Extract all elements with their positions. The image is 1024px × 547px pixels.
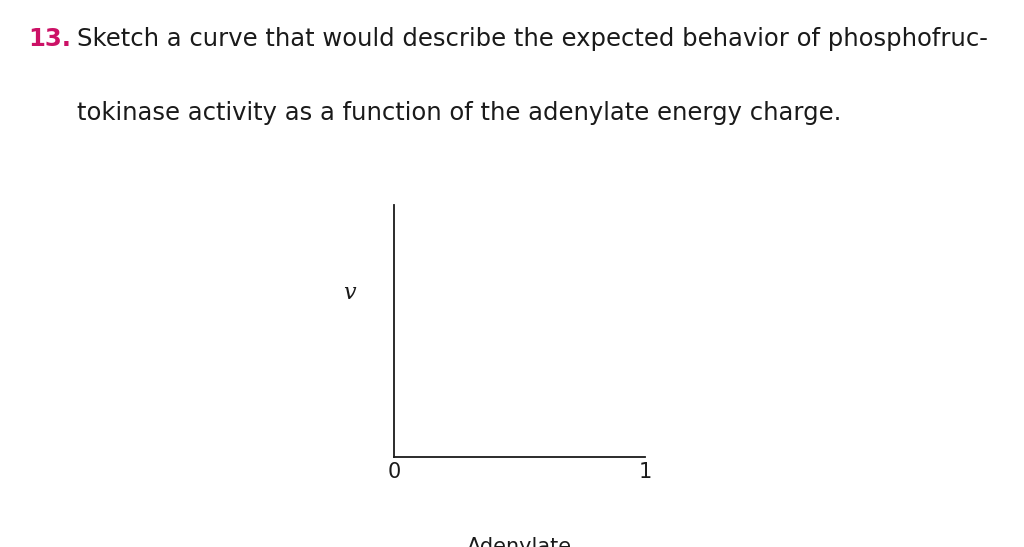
Text: 13.: 13. <box>29 27 72 51</box>
Text: Sketch a curve that would describe the expected behavior of phosphofruc-: Sketch a curve that would describe the e… <box>77 27 988 51</box>
Text: Adenylate
energy charge: Adenylate energy charge <box>444 537 595 547</box>
Text: tokinase activity as a function of the adenylate energy charge.: tokinase activity as a function of the a… <box>77 101 841 125</box>
Text: v: v <box>343 282 355 304</box>
